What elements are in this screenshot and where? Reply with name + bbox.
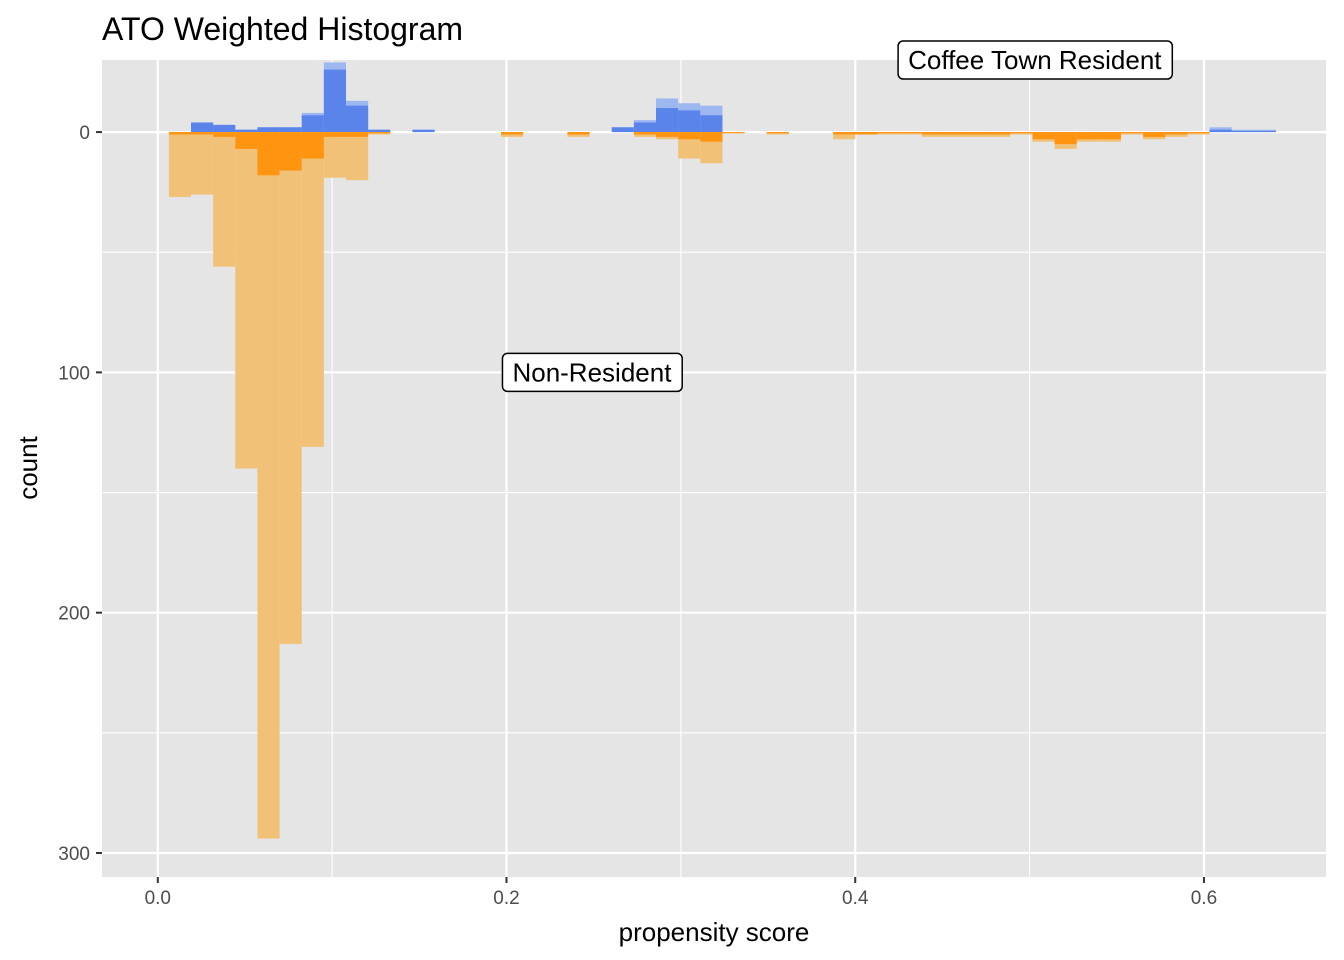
annotation-box — [897, 40, 1174, 80]
x-tick-label: 0.2 — [493, 888, 519, 909]
histogram-bar — [346, 105, 369, 133]
histogram-bar — [279, 132, 302, 644]
histogram-bar — [921, 132, 944, 135]
histogram-bar — [1121, 132, 1144, 134]
histogram-bar — [235, 132, 258, 149]
annotation-label: Coffee Town Resident — [908, 45, 1162, 75]
x-tick-label: 0.0 — [145, 888, 171, 909]
series-resident_weighted — [191, 69, 1277, 133]
histogram-bar — [1032, 132, 1055, 140]
histogram-bar — [700, 132, 723, 142]
histogram-bar — [943, 132, 967, 135]
histogram-bar — [346, 132, 369, 137]
y-tick-label: 300 — [58, 844, 90, 865]
x-axis: 0.0 0.2 0.4 0.6 — [145, 877, 1217, 909]
histogram-bar — [323, 69, 347, 133]
annotation-nonresident: Non-Resident — [501, 352, 683, 393]
series-nonresident_unweighted — [168, 132, 1210, 839]
histogram-bar — [1231, 130, 1254, 133]
histogram-bar — [678, 110, 701, 133]
histogram-bar — [1209, 129, 1232, 133]
histogram-bar — [722, 132, 745, 134]
histogram-bar — [191, 132, 214, 135]
y-axis-label: count — [13, 435, 43, 499]
histogram-bar — [1165, 132, 1188, 135]
histogram-bar — [301, 132, 324, 447]
histogram-bar — [301, 132, 324, 159]
histogram-bar — [213, 124, 236, 133]
histogram-bar — [279, 127, 302, 133]
histogram-bar — [766, 132, 789, 134]
histogram-bar — [966, 132, 989, 135]
histogram-bar — [213, 132, 236, 267]
x-tick-label: 0.4 — [842, 888, 869, 909]
histogram-bar — [323, 132, 347, 178]
histogram-bar — [1054, 132, 1077, 145]
histogram-bar — [855, 132, 878, 135]
histogram-bar — [899, 132, 922, 134]
histogram-bar — [1231, 129, 1254, 133]
histogram-bar — [301, 115, 324, 133]
histogram-bar — [877, 132, 900, 134]
y-tick-label: 100 — [58, 363, 90, 384]
histogram-bar — [279, 132, 302, 171]
histogram-bar — [323, 132, 347, 137]
histogram-bar — [191, 122, 214, 133]
histogram-bar — [567, 132, 590, 135]
histogram-bar — [191, 132, 214, 195]
x-tick-label: 0.6 — [1191, 888, 1217, 909]
histogram-bar — [257, 132, 280, 839]
histogram-bar — [611, 127, 634, 133]
y-tick-label: 200 — [58, 604, 90, 625]
histogram-bar — [700, 115, 723, 133]
annotations: Coffee Town Resident Non-Resident — [501, 40, 1174, 393]
histogram-bar — [213, 132, 236, 137]
histogram-bar — [235, 129, 258, 133]
histogram-bar — [656, 108, 679, 133]
annotation-label: Non-Resident — [512, 357, 672, 387]
histogram-bar — [168, 132, 192, 135]
histogram-bar — [1253, 129, 1277, 133]
histogram-bar — [1143, 132, 1166, 137]
histogram-bar — [368, 132, 391, 134]
histogram-bar — [235, 132, 258, 469]
histogram-bar — [168, 132, 192, 197]
histogram-bar — [1187, 132, 1210, 134]
histogram-bars — [168, 62, 1277, 839]
histogram-bar — [633, 132, 657, 135]
histogram-bar — [1253, 130, 1277, 133]
series-nonresident_weighted — [168, 132, 1210, 176]
histogram-bar — [501, 132, 524, 135]
histogram-bar — [346, 132, 369, 181]
y-tick-label: 0 — [79, 123, 90, 144]
histogram-bar — [1010, 132, 1033, 134]
histogram-bar — [257, 127, 280, 133]
histogram-bar — [1098, 132, 1122, 140]
annotation-resident: Coffee Town Resident — [897, 40, 1174, 80]
histogram-bar — [988, 132, 1011, 135]
histogram-bar — [257, 132, 280, 176]
histogram-bar — [368, 129, 391, 133]
annotation-box — [501, 352, 683, 393]
histogram-bar — [656, 132, 679, 137]
histogram-bar — [833, 132, 856, 135]
histogram-bar — [833, 132, 856, 140]
histogram-bar — [1076, 132, 1099, 140]
histogram-bar — [633, 122, 657, 133]
x-axis-label: propensity score — [619, 917, 810, 947]
y-axis: 0 100 200 300 — [58, 123, 102, 865]
histogram-bar — [678, 132, 701, 140]
histogram-bar — [412, 129, 435, 133]
chart-title: ATO Weighted Histogram — [102, 11, 463, 47]
